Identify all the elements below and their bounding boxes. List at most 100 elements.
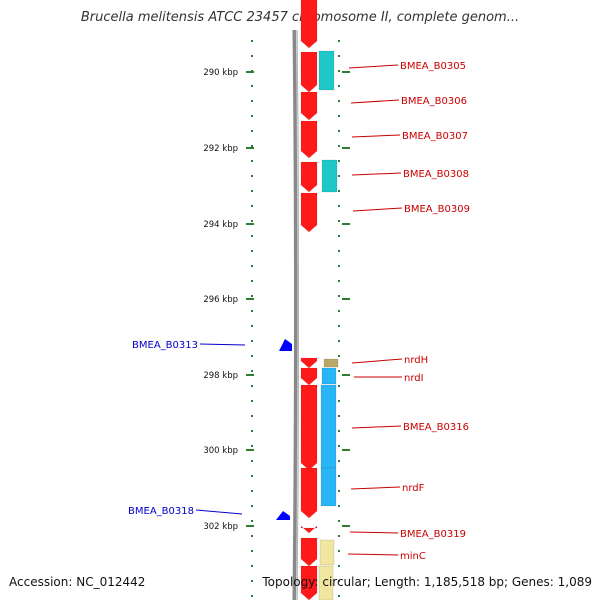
feature-label-forward: BMEA_B0309 [404,204,470,215]
scale-tick-major [246,449,254,451]
scale-tick-left [251,400,253,402]
feature-block-blue [320,384,337,469]
scale-tick-right [338,145,340,147]
scale-label: 290 kbp [203,68,238,78]
scale-label: 292 kbp [203,144,238,154]
scale-tick-right [338,490,340,492]
scale-tick-left [251,115,253,117]
scale-tick-left [251,310,253,312]
scale-tick-right [338,280,340,282]
feature-block-tan [323,358,339,368]
scale-tick-right [338,160,340,162]
scale-label: 302 kbp [203,522,238,532]
scale-tick-major-outer [342,223,350,225]
scale-label: 300 kbp [203,446,238,456]
scale-tick-right [338,205,340,207]
label-leader-line [350,99,400,104]
scale-tick-right [338,115,340,117]
scale-tick-right [338,550,340,552]
scale-tick-right [338,415,340,417]
feature-block-blue [321,367,337,385]
scale-tick-right [338,520,340,522]
scale-tick-left [251,490,253,492]
scale-tick-left [251,340,253,342]
scale-tick-major-outer [342,147,350,149]
scale-tick-right [338,370,340,372]
scale-tick-left [251,385,253,387]
scale-tick-left [251,595,253,597]
scale-tick-right [338,40,340,42]
scale-tick-right [338,325,340,327]
label-leader-line [351,425,402,429]
scale-tick-left [251,295,253,297]
cds-forward-arrow [300,161,318,193]
feature-label-forward: BMEA_B0305 [400,61,466,72]
feature-label-forward: BMEA_B0319 [400,529,466,540]
scale-tick-left [251,550,253,552]
scale-tick-right [338,445,340,447]
scale-tick-left [251,220,253,222]
feature-label-forward: nrdI [404,373,424,384]
scale-label: 298 kbp [203,371,238,381]
scale-tick-right [338,175,340,177]
feature-block-cyan [321,159,338,193]
scale-tick-major [246,298,254,300]
cds-forward-arrow [300,565,318,600]
scale-tick-left [251,430,253,432]
scale-tick-major-outer [342,374,350,376]
scale-tick-left [251,85,253,87]
scale-tick-left [251,250,253,252]
scale-tick-right [338,475,340,477]
scale-tick-right [338,565,340,567]
cds-forward-arrow [300,357,318,369]
scale-tick-left [251,370,253,372]
map-title: Brucella melitensis ATCC 23457 chromosom… [80,10,520,25]
cds-reverse-arrow [279,339,292,351]
scale-tick-right [338,430,340,432]
label-leader-line [350,486,401,490]
scale-tick-left [251,475,253,477]
scale-tick-right [338,250,340,252]
accession-text: Accession: NC_012442 [9,575,146,589]
scale-tick-major [246,525,254,527]
feature-label-forward: nrdF [402,483,425,494]
cds-forward-arrow [300,467,318,519]
features [276,0,339,600]
scale-tick-right [338,55,340,57]
scale-tick-right [338,85,340,87]
scale-tick-left [251,415,253,417]
scale-tick-major [246,147,254,149]
cds-forward-arrow [300,91,318,121]
topology-text: Topology: circular; Length: 1,185,518 bp… [262,575,592,589]
feature-label-reverse: BMEA_B0318 [128,506,194,517]
scale-tick-left [251,520,253,522]
cds-forward-arrow [300,192,318,233]
cds-forward-arrow [300,51,318,93]
scale-tick-right [338,100,340,102]
scale-tick-right [338,535,340,537]
scale-tick-right [338,70,340,72]
feature-label-forward: BMEA_B0306 [401,96,467,107]
feature-labels: BMEA_B0305 BMEA_B0306 BMEA_B0307 BMEA_B0308… [128,61,470,562]
scale-tick-left [251,100,253,102]
label-leader-line [351,134,401,138]
scale-tick-left [251,445,253,447]
feature-label-forward: BMEA_B0307 [402,131,468,142]
scale-tick-right [338,340,340,342]
scale-tick-left [251,505,253,507]
scale-tick-left [251,355,253,357]
scale-label: 296 kbp [203,295,238,305]
genome-backbone [292,29,299,600]
scale-tick-left [251,580,253,582]
scale-tick-right [338,220,340,222]
scale-tick-right [338,265,340,267]
scale-tick-right [338,235,340,237]
feature-label-forward: BMEA_B0316 [403,422,469,433]
scale-tick-right [338,505,340,507]
scale-tick-left [251,175,253,177]
scale-tick-major [246,71,254,73]
scale-label: 294 kbp [203,220,238,230]
scale-labels: 290 kbp 292 kbp 294 kbp 296 kbp 298 kbp 300 k… [203,68,238,532]
scale-tick-right [338,130,340,132]
